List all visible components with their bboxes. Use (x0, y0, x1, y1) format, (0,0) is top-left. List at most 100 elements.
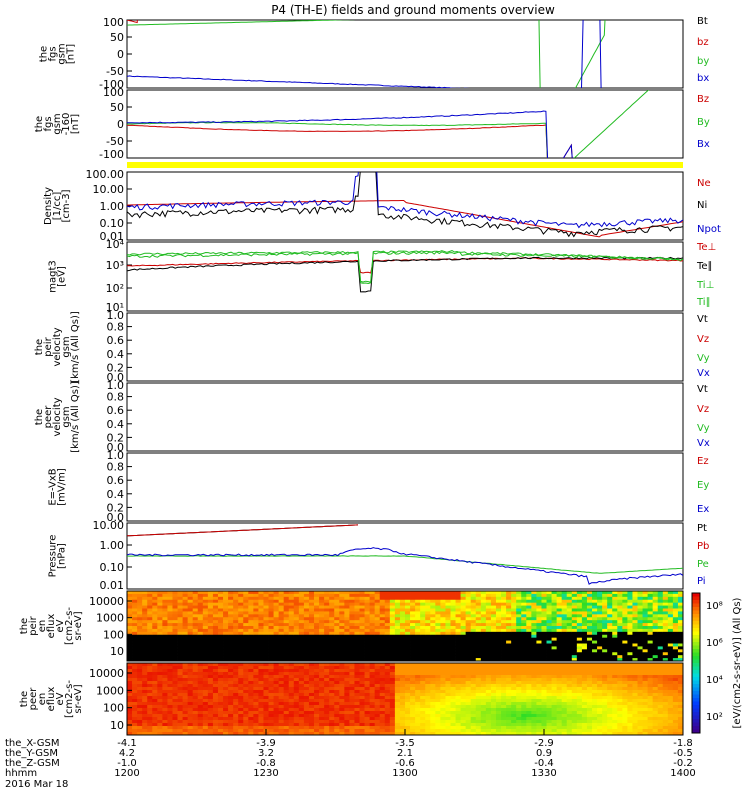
spectrogram-cell (147, 678, 153, 682)
spectrogram-cell (536, 720, 542, 724)
ylabel-line: velocity (52, 327, 63, 366)
spectrogram-cell (475, 628, 482, 633)
spectrogram-cell (354, 596, 360, 601)
spectrogram-cell (405, 669, 411, 673)
spectrogram-cell (238, 732, 244, 736)
spectrogram-cell (248, 669, 254, 673)
spectrogram-cell (248, 623, 254, 627)
spectrogram-cell (445, 623, 451, 627)
spectrogram-cell (364, 705, 371, 709)
spectrogram-cell (172, 620, 178, 624)
spectrogram-cell (546, 658, 552, 662)
spectrogram-cell (202, 663, 209, 667)
spectrogram-cell (177, 726, 183, 730)
spectrogram-cell (465, 678, 472, 682)
spectrogram-cell (263, 593, 269, 598)
spectrogram-cell (506, 652, 512, 656)
spectrogram-cell (283, 637, 290, 641)
spectrogram-cell (420, 675, 426, 679)
spectrogram-cell (597, 637, 603, 641)
spectrogram-cell (561, 708, 568, 712)
spectrogram-cell (207, 696, 214, 700)
spectrogram-cell (374, 684, 381, 688)
spectrogram-cell (308, 658, 315, 662)
spectrogram-cell (308, 690, 315, 694)
spectrogram-cell (187, 663, 194, 667)
spectrogram-cell (217, 631, 224, 636)
spectrogram-cell (217, 599, 224, 604)
spectrogram-cell (470, 637, 477, 641)
spectrogram-cell (319, 702, 325, 706)
spectrogram-cell (303, 672, 310, 676)
spectrogram-cell (576, 611, 583, 615)
spectrogram-cell (334, 605, 340, 609)
spectrogram-cell (152, 640, 158, 644)
spectrogram-cell (521, 643, 527, 647)
spectrogram-cell (177, 699, 183, 703)
spectrogram-cell (465, 591, 472, 595)
spectrogram-cell (546, 714, 552, 718)
spectrogram-cell (394, 720, 401, 724)
spectrogram-cell (263, 693, 269, 697)
spectrogram-cell (278, 669, 285, 673)
spectrogram-cell (576, 681, 583, 685)
spectrogram-cell (612, 608, 618, 612)
spectrogram-cell (566, 611, 573, 615)
spectrogram-cell (642, 640, 649, 644)
spectrogram-cell (455, 623, 461, 627)
spectrogram-cell (490, 655, 497, 659)
spectrogram-cell (217, 717, 224, 721)
spectrogram-cell (127, 669, 133, 673)
spectrogram-cell (187, 626, 194, 630)
spectrogram-cell (167, 723, 173, 727)
spectrogram-cell (137, 684, 143, 688)
spectrogram-cell (298, 669, 305, 673)
spectrogram-cell (369, 672, 376, 676)
spectrogram-cell (167, 640, 173, 644)
spectrogram-cell (268, 663, 274, 667)
spectrogram-cell (217, 678, 224, 682)
spectrogram-cell (405, 640, 411, 644)
spectrogram-cell (415, 605, 421, 609)
spectrogram-cell (485, 608, 492, 612)
spectrogram-cell (137, 681, 143, 685)
spectrogram-cell (273, 726, 280, 730)
spectrogram-cell (465, 690, 472, 694)
spectrogram-cell (490, 652, 497, 656)
spectrogram-cell (566, 631, 573, 636)
spectrogram-cell (293, 596, 300, 601)
spectrogram-cell (197, 599, 204, 604)
spectrogram-cell (642, 605, 649, 609)
spectrogram-cell (268, 591, 274, 595)
spectrogram-cell (308, 593, 315, 598)
spectrogram-cell (197, 729, 204, 733)
spectrogram-cell (354, 687, 360, 691)
spectrogram-cell (394, 655, 401, 659)
spectrogram-cell (319, 620, 325, 624)
spectrogram-cell (602, 593, 608, 598)
spectrogram-cell (597, 593, 603, 598)
spectrogram-cell (495, 690, 502, 694)
spectrogram-cell (586, 634, 593, 639)
spectrogram-cell (172, 602, 178, 606)
spectrogram-cell (445, 620, 451, 624)
spectrogram-cell (324, 637, 330, 641)
spectrogram-cell (480, 726, 487, 730)
spectrogram-cell (324, 678, 330, 682)
spectrogram-cell (475, 669, 482, 673)
spectrogram-cell (298, 693, 305, 697)
spectrogram-cell (192, 640, 199, 644)
spectrogram-cell (622, 626, 628, 630)
spectrogram-cell (632, 626, 638, 630)
spectrogram-cell (425, 693, 431, 697)
spectrogram-cell (329, 690, 335, 694)
spectrogram-cell (677, 649, 684, 653)
spectrogram-cell (127, 666, 133, 670)
spectrogram-cell (182, 663, 189, 667)
spectrogram-cell (420, 705, 426, 709)
spectrogram-cell (480, 631, 487, 636)
spectrogram-cell (147, 626, 153, 630)
spectrogram-cell (490, 717, 497, 721)
spectrogram-cell (162, 599, 168, 604)
